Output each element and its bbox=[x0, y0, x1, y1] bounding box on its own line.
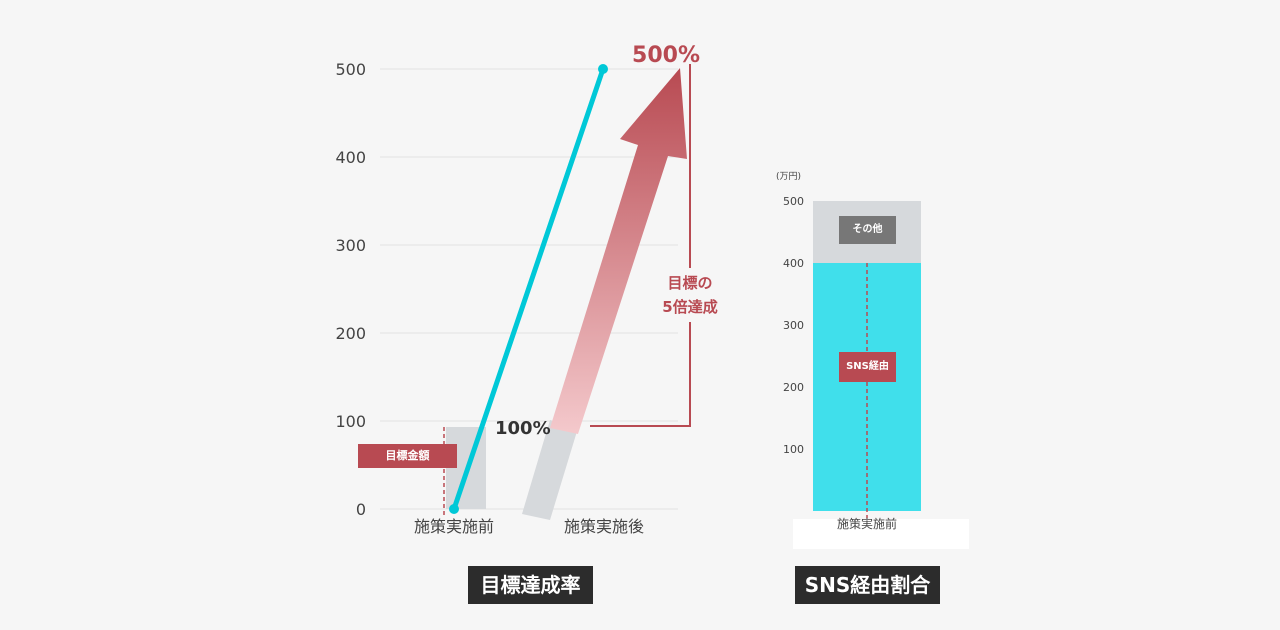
y-tick-label: 200 bbox=[335, 324, 366, 343]
sns-tag: SNS経由 bbox=[839, 352, 896, 382]
unit-label: (万円) bbox=[776, 171, 801, 182]
y-tick-label: 500 bbox=[335, 60, 366, 79]
y-tick-label: 0 bbox=[356, 500, 366, 519]
x-label-box bbox=[793, 519, 969, 549]
goal-achievement-caption: 目標達成率 bbox=[468, 566, 593, 604]
arrow-base-shaft bbox=[522, 420, 578, 520]
y-tick-label: 100 bbox=[783, 443, 804, 456]
x-label-before-2: 施策実施前 bbox=[837, 516, 897, 531]
y-tick-label: 400 bbox=[783, 257, 804, 270]
growth-label-bg bbox=[656, 268, 724, 322]
before-percent-label: 100% bbox=[495, 418, 551, 439]
target-amount-tag: 目標金額 bbox=[358, 444, 457, 468]
growth-label-line1: 目標の bbox=[667, 274, 712, 292]
y-tick-label: 100 bbox=[335, 412, 366, 431]
sns-share-caption: SNS経由割合 bbox=[795, 566, 940, 604]
x-label-after: 施策実施後 bbox=[564, 517, 644, 536]
other-tag: その他 bbox=[839, 216, 896, 244]
x-label-before: 施策実施前 bbox=[414, 517, 494, 536]
growth-bracket bbox=[590, 64, 691, 427]
data-point-after bbox=[598, 64, 608, 74]
growth-arrow bbox=[550, 68, 687, 434]
y-tick-label: 300 bbox=[783, 319, 804, 332]
series-line bbox=[451, 66, 606, 512]
data-point-before bbox=[449, 504, 459, 514]
growth-label-line2: 5倍達成 bbox=[662, 298, 717, 316]
y-tick-label: 200 bbox=[783, 381, 804, 394]
y-tick-label: 500 bbox=[783, 195, 804, 208]
after-percent-label: 500% bbox=[632, 43, 700, 68]
y-tick-label: 400 bbox=[335, 148, 366, 167]
y-tick-label: 300 bbox=[335, 236, 366, 255]
